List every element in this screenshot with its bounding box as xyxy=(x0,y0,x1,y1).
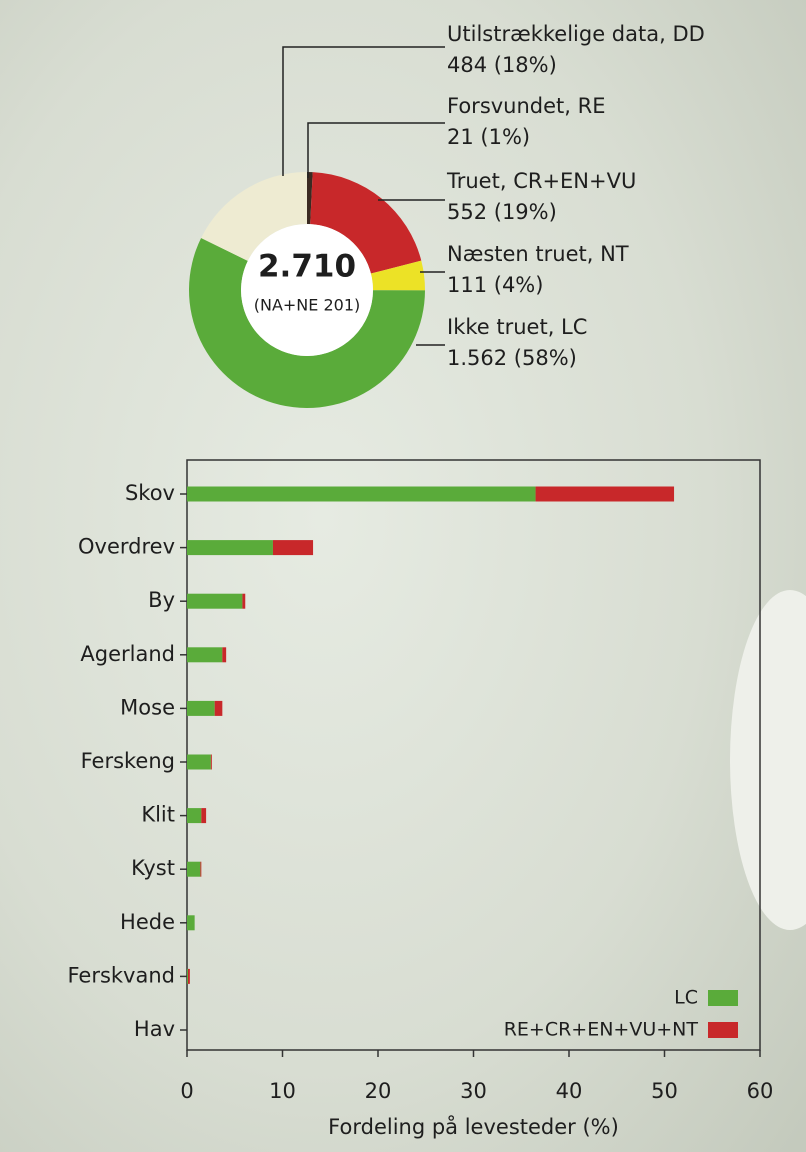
x-tick-label: 40 xyxy=(556,1079,583,1103)
bar-segment xyxy=(242,594,245,609)
legend-swatch xyxy=(708,1022,738,1038)
bar-segment xyxy=(187,862,200,877)
segment-value-label: 111 (4%) xyxy=(447,273,543,297)
x-axis-label: Fordeling på levesteder (%) xyxy=(328,1114,619,1139)
bar-segment xyxy=(273,540,313,555)
bar-segment xyxy=(536,487,674,502)
legend-swatch xyxy=(708,990,738,1006)
segment-label: Næsten truet, NT xyxy=(447,242,629,266)
segment-value-label: 484 (18%) xyxy=(447,53,557,77)
bar-segment xyxy=(187,487,536,502)
segment-label: Truet, CR+EN+VU xyxy=(446,169,636,193)
bar-segment xyxy=(187,540,273,555)
y-tick-label: Ferskvand xyxy=(67,963,175,987)
bar-segment xyxy=(200,862,201,877)
bar-segment xyxy=(187,647,222,662)
bar-segment xyxy=(187,808,201,823)
bar-segment xyxy=(211,755,212,770)
legend-label: LC xyxy=(674,987,698,1009)
bar-segment xyxy=(187,969,188,984)
bar-segment xyxy=(201,808,206,823)
x-tick-label: 60 xyxy=(747,1079,774,1103)
segment-label: Ikke truet, LC xyxy=(447,315,587,339)
y-tick-label: Mose xyxy=(120,695,175,719)
bar-segment xyxy=(215,701,223,716)
x-tick-label: 0 xyxy=(180,1079,193,1103)
infographic: 2.710 (NA+NE 201) Forsvundet, RE 21 (1%) Tru… xyxy=(0,0,806,1152)
x-tick-label: 10 xyxy=(269,1079,296,1103)
segment-value-label: 21 (1%) xyxy=(447,125,530,149)
y-tick-label: Skov xyxy=(125,481,175,505)
x-tick-label: 20 xyxy=(365,1079,392,1103)
donut-hole xyxy=(241,224,373,356)
center-note: (NA+NE 201) xyxy=(254,296,361,315)
y-tick-label: Hav xyxy=(134,1017,175,1041)
y-tick-label: Agerland xyxy=(80,642,175,666)
center-total: 2.710 xyxy=(258,249,356,285)
bar-segment xyxy=(222,647,226,662)
x-tick-label: 30 xyxy=(460,1079,487,1103)
y-tick-label: Klit xyxy=(141,803,175,827)
bar-segment xyxy=(187,915,195,930)
y-tick-label: Ferskeng xyxy=(81,749,175,773)
y-tick-label: Overdrev xyxy=(78,535,175,559)
y-tick-label: Hede xyxy=(120,910,175,934)
segment-value-label: 552 (19%) xyxy=(447,200,557,224)
segment-value-label: 1.562 (58%) xyxy=(447,346,577,370)
segment-label: Forsvundet, RE xyxy=(447,94,606,118)
bar-segment xyxy=(187,755,211,770)
bar-segment xyxy=(187,594,242,609)
legend-label: RE+CR+EN+VU+NT xyxy=(504,1019,699,1041)
bar-segment xyxy=(188,969,190,984)
x-tick-label: 50 xyxy=(651,1079,678,1103)
y-tick-label: Kyst xyxy=(131,856,175,880)
bar-segment xyxy=(187,701,215,716)
y-tick-label: By xyxy=(148,588,175,612)
segment-label: Utilstrækkelige data, DD xyxy=(447,22,705,46)
